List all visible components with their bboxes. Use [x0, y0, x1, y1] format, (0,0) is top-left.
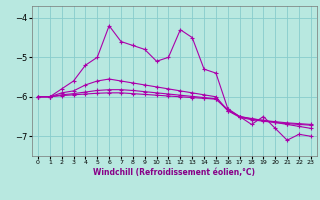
X-axis label: Windchill (Refroidissement éolien,°C): Windchill (Refroidissement éolien,°C) — [93, 168, 255, 177]
